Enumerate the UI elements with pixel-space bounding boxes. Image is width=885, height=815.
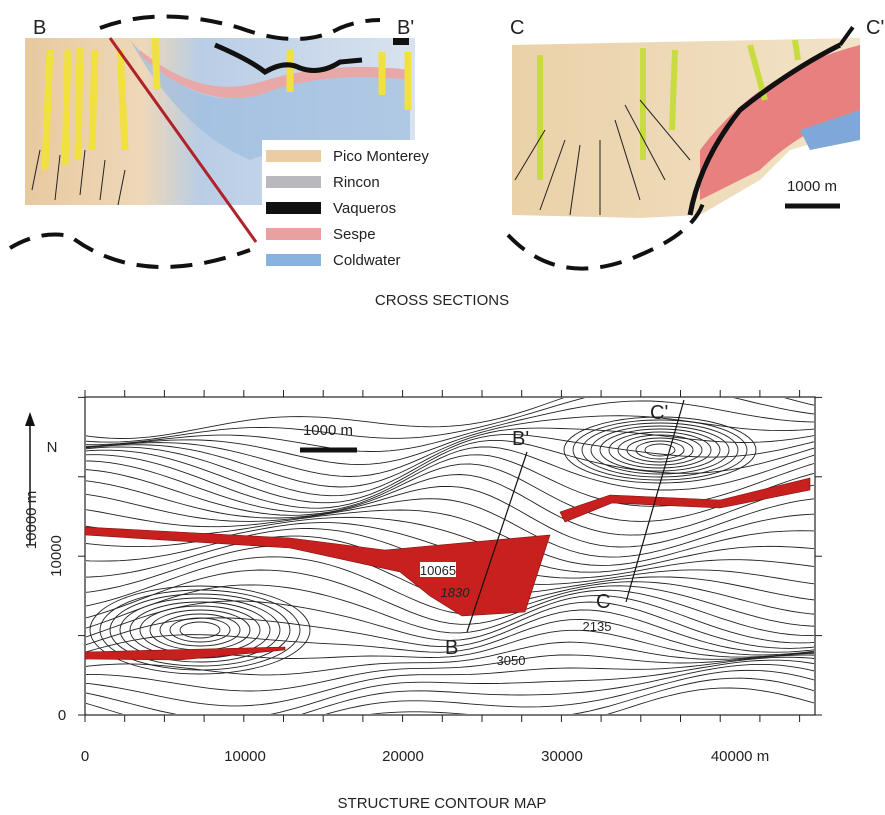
legend-label: Rincon (333, 174, 380, 191)
scale-label: 1000 m (787, 178, 837, 195)
caption: CROSS SECTIONS (375, 292, 509, 309)
y-axis-label: 10000 m (23, 491, 40, 549)
contour-label: 10065 (420, 563, 456, 578)
b-marker (393, 38, 409, 45)
caption: STRUCTURE CONTOUR MAP (338, 795, 547, 812)
legend-label: Pico Monterey (333, 148, 429, 165)
y-tick-label: 0 (58, 707, 66, 724)
x-tick-label: 40000 m (711, 748, 769, 765)
x-tick-label: 20000 (382, 748, 424, 765)
north-label: N (47, 439, 58, 456)
x-tick-label: 0 (81, 748, 89, 765)
section-label: C' (866, 17, 884, 39)
figure: B B' Pico Monterey Rincon Vaqueros Sespe… (0, 0, 885, 815)
scale-label: 1000 m (303, 422, 353, 439)
x-tick-label: 30000 (541, 748, 583, 765)
legend-swatch (266, 228, 321, 240)
section-label: B (33, 17, 46, 39)
y-tick-label: 10000 (48, 535, 65, 577)
contour-label: 1830 (441, 585, 471, 600)
x-tick-label: 10000 (224, 748, 266, 765)
legend-label: Vaqueros (333, 200, 396, 217)
line-label: C' (650, 402, 668, 424)
contour-label: 3050 (497, 653, 526, 668)
line-label: C (596, 591, 610, 613)
contour-label: 2135 (583, 619, 612, 634)
north-arrow-head (25, 412, 35, 426)
legend-swatch (266, 150, 321, 162)
line-label: B' (512, 428, 529, 450)
section-label: C (510, 17, 524, 39)
section-label: B' (397, 17, 414, 39)
legend-label: Coldwater (333, 252, 401, 269)
legend-swatch (266, 254, 321, 266)
legend-label: Sespe (333, 226, 376, 243)
legend-swatch (266, 176, 321, 188)
line-label: B (445, 637, 458, 659)
legend-swatch (266, 202, 321, 214)
